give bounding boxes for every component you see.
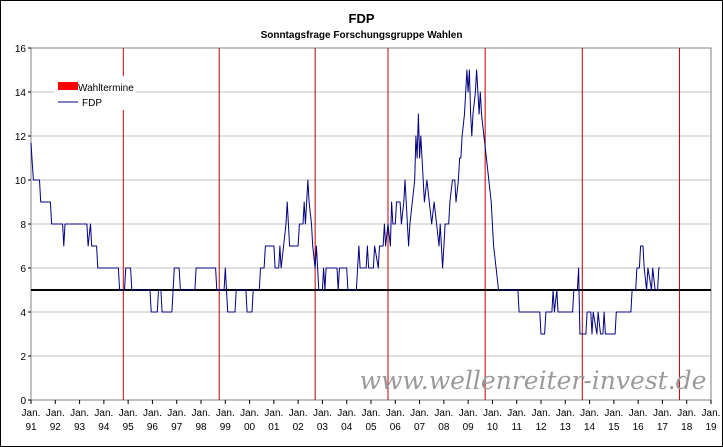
x-tick-label-month: Jan. xyxy=(556,408,575,419)
x-tick-label-year: 14 xyxy=(584,422,596,433)
x-tick-label-year: 92 xyxy=(50,422,62,433)
x-tick-label-year: 98 xyxy=(195,422,207,433)
y-tick-label: 14 xyxy=(15,88,27,99)
x-tick-label-month: Jan. xyxy=(410,408,429,419)
x-tick-label-year: 15 xyxy=(608,422,620,433)
x-tick-label-month: Jan. xyxy=(192,408,211,419)
x-tick-label-year: 17 xyxy=(657,422,669,433)
x-tick-label-year: 99 xyxy=(220,422,232,433)
x-tick-label-month: Jan. xyxy=(604,408,623,419)
x-tick-label-year: 04 xyxy=(341,422,353,433)
x-axis: Jan. 91 Jan. 92 Jan. 93 Jan. 94 Jan. 95 Jan. 96 Jan.… xyxy=(22,400,721,433)
x-tick-label-year: 16 xyxy=(633,422,645,433)
legend-swatch-wahltermine xyxy=(58,82,78,90)
x-tick-label-month: Jan. xyxy=(702,408,721,419)
x-tick-label-month: Jan. xyxy=(167,408,186,419)
y-tick-label: 16 xyxy=(15,44,27,55)
x-tick-label-month: Jan. xyxy=(216,408,235,419)
chart-subtitle: Sonntagsfrage Forschungsgruppe Wahlen xyxy=(260,30,463,41)
y-tick-label: 2 xyxy=(20,352,26,363)
x-tick-label-year: 10 xyxy=(487,422,499,433)
legend-label-fdp: FDP xyxy=(82,98,102,109)
watermark-text: www.wellenreiter-invest.de xyxy=(360,366,707,395)
x-tick-label-year: 11 xyxy=(512,422,523,433)
x-tick-label-month: Jan. xyxy=(289,408,308,419)
x-tick-label-month: Jan. xyxy=(119,408,138,419)
x-tick-label-year: 08 xyxy=(438,422,450,433)
x-tick-label-year: 94 xyxy=(98,422,110,433)
x-tick-label-year: 02 xyxy=(293,422,305,433)
legend: Wahltermine FDP xyxy=(54,76,136,110)
x-tick-label-year: 97 xyxy=(171,422,183,433)
x-tick-label-year: 01 xyxy=(268,422,280,433)
x-tick-label-month: Jan. xyxy=(22,408,41,419)
legend-label-wahltermine: Wahltermine xyxy=(78,83,134,94)
y-tick-label: 12 xyxy=(15,132,27,143)
x-tick-label-month: Jan. xyxy=(507,408,526,419)
x-tick-label-year: 95 xyxy=(123,422,135,433)
x-tick-label-month: Jan. xyxy=(653,408,672,419)
x-tick-label-year: 91 xyxy=(25,422,37,433)
x-tick-label-month: Jan. xyxy=(434,408,453,419)
x-tick-label-year: 18 xyxy=(681,422,693,433)
x-tick-label-month: Jan. xyxy=(362,408,381,419)
x-tick-label-year: 06 xyxy=(390,422,402,433)
x-tick-label-month: Jan. xyxy=(46,408,65,419)
x-tick-label-year: 96 xyxy=(147,422,159,433)
x-tick-label-year: 00 xyxy=(244,422,256,433)
x-tick-label-year: 12 xyxy=(535,422,547,433)
y-tick-label: 0 xyxy=(20,396,26,407)
y-tick-label: 8 xyxy=(20,220,26,231)
legend-background xyxy=(54,76,136,110)
x-tick-label-year: 19 xyxy=(705,422,717,433)
x-tick-label-month: Jan. xyxy=(70,408,89,419)
y-tick-label: 4 xyxy=(20,308,26,319)
y-tick-label: 10 xyxy=(15,176,27,187)
x-tick-label-month: Jan. xyxy=(143,408,162,419)
x-tick-label-year: 05 xyxy=(365,422,377,433)
x-tick-label-month: Jan. xyxy=(459,408,478,419)
series-layer xyxy=(30,69,660,335)
x-tick-label-month: Jan. xyxy=(386,408,405,419)
y-axis: 0 2 4 6 8 10 12 14 16 xyxy=(15,44,31,407)
x-tick-label-month: Jan. xyxy=(337,408,356,419)
x-tick-label-year: 03 xyxy=(317,422,329,433)
x-tick-label-month: Jan. xyxy=(94,408,113,419)
x-tick-label-year: 07 xyxy=(414,422,426,433)
x-tick-label-month: Jan. xyxy=(580,408,599,419)
x-tick-label-month: Jan. xyxy=(483,408,502,419)
x-tick-label-year: 13 xyxy=(560,422,572,433)
x-tick-label-month: Jan. xyxy=(240,408,259,419)
y-tick-label: 6 xyxy=(20,264,26,275)
x-tick-label-month: Jan. xyxy=(313,408,332,419)
x-tick-label-year: 09 xyxy=(463,422,475,433)
x-tick-label-month: Jan. xyxy=(629,408,648,419)
x-tick-label-year: 93 xyxy=(74,422,86,433)
chart-title: FDP xyxy=(348,11,375,26)
x-tick-label-month: Jan. xyxy=(677,408,696,419)
series-line-fdp xyxy=(30,69,660,335)
x-tick-label-month: Jan. xyxy=(264,408,283,419)
x-tick-label-month: Jan. xyxy=(532,408,551,419)
